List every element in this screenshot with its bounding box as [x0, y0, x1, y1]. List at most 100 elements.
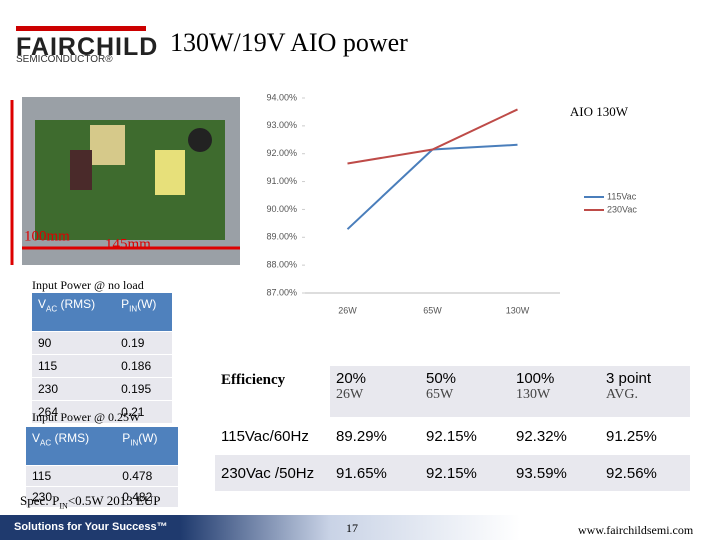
- cell: 90: [32, 331, 116, 355]
- y-tick-label: 89.00%: [266, 232, 297, 242]
- legend-label: 230Vac: [607, 204, 637, 214]
- cell: 115: [26, 465, 117, 487]
- x-tick-label: 130W: [506, 305, 530, 315]
- corner-cell: Efficiency: [215, 365, 330, 418]
- y-tick-label: 91.00%: [266, 176, 297, 186]
- cell: 91.25%: [600, 417, 690, 455]
- caption: Input Power @ no load: [32, 278, 144, 292]
- y-tick-label: 90.00%: [266, 204, 297, 214]
- column-head: 100% 130W: [510, 365, 600, 418]
- cell: 0.21: [115, 400, 172, 423]
- column-pct: 20%: [336, 370, 367, 387]
- column-pct: 3 point: [606, 370, 652, 387]
- cell: 0.186: [115, 354, 172, 378]
- cell: 0.478: [116, 465, 178, 487]
- row: 264 0.21: [32, 400, 172, 423]
- series-line: [346, 143, 518, 230]
- logo-name: FAIRCHILD: [16, 33, 159, 61]
- header-text: P: [122, 431, 131, 445]
- spec-text: Spec: P: [20, 493, 60, 508]
- caption: Input Power @ 0.25W: [32, 410, 141, 424]
- component: [70, 150, 92, 190]
- column-load: AVG.: [606, 387, 639, 402]
- page-number: 17: [346, 521, 358, 535]
- width-label: 145mm: [105, 236, 151, 252]
- series-line: [347, 108, 518, 165]
- header-row: VAC (RMS) PIN(W): [26, 427, 178, 466]
- cell: 92.56%: [600, 454, 690, 491]
- legend-label: 115Vac: [607, 191, 637, 201]
- cell: 89.29%: [330, 417, 420, 455]
- row: 115 0.478: [26, 465, 178, 487]
- row: 90 0.19: [32, 331, 172, 355]
- header-text: (W): [137, 297, 157, 311]
- header-text: V: [32, 431, 41, 445]
- header-text: V: [38, 297, 47, 311]
- component: [90, 125, 125, 165]
- component: [188, 128, 212, 152]
- light-table: VAC (RMS) PIN(W) 115 0.478 230 0.482: [26, 427, 178, 507]
- cell: 0.195: [115, 377, 172, 401]
- height-label: 100mm: [24, 228, 70, 244]
- component: [155, 150, 185, 195]
- y-tick-label: 88.00%: [266, 260, 297, 270]
- header-sub: AC: [40, 438, 52, 448]
- header-sub: IN: [129, 304, 138, 314]
- x-tick-label: 65W: [423, 305, 442, 315]
- cell: 92.32%: [510, 417, 600, 455]
- row-label: 230Vac /50Hz: [215, 454, 330, 491]
- row: 230 0.482: [26, 486, 178, 507]
- spec: Spec: PIN<0.5W 2013 EUP: [20, 493, 161, 511]
- header-text: P: [121, 297, 130, 311]
- column-load: 65W: [426, 387, 454, 402]
- chart: 87.00% 88.00% 89.00% 90.00% 91.00% 92.00% 93.0…: [266, 92, 637, 315]
- header-sub: AC: [46, 304, 58, 314]
- logo: FAIRCHILD: [16, 26, 158, 62]
- cell: 264: [32, 400, 116, 423]
- row-label: 115Vac/60Hz: [215, 417, 330, 455]
- cell: 93.59%: [510, 454, 600, 491]
- slogan: Solutions for Your Success™: [14, 521, 168, 533]
- header-cell: PIN(W): [115, 293, 172, 332]
- header-cell: VAC (RMS): [32, 293, 116, 332]
- column-head: 50% 65W: [420, 365, 510, 418]
- header-text: (W): [138, 431, 158, 445]
- row: 115Vac/60Hz 89.29% 92.15% 92.32% 91.25%: [215, 417, 690, 455]
- cell: 0.482: [116, 486, 178, 507]
- row: 230 0.195: [32, 377, 172, 401]
- efficiency-table: Efficiency 20% 26W 50% 65W 100% 130W 3 point AVG…: [215, 365, 690, 491]
- cell: 230: [32, 377, 116, 401]
- cell: 92.15%: [420, 454, 510, 491]
- row: 230Vac /50Hz 91.65% 92.15% 93.59% 92.56%: [215, 454, 690, 491]
- logo-tagline: SEMICONDUCTOR®: [16, 54, 113, 65]
- column-pct: 100%: [516, 370, 555, 387]
- column-load: 26W: [336, 387, 364, 402]
- column-head: 3 point AVG.: [600, 365, 690, 418]
- header-cell: VAC (RMS): [26, 427, 117, 466]
- header-row: Efficiency 20% 26W 50% 65W 100% 130W 3 point AVG…: [215, 365, 690, 418]
- header-text: (RMS): [51, 431, 90, 445]
- chart-title: AIO 130W: [570, 104, 629, 119]
- x-tick-label: 26W: [338, 305, 357, 315]
- row: 115 0.186: [32, 354, 172, 378]
- footer: [0, 515, 720, 540]
- cell: 115: [32, 354, 116, 378]
- spec-text: <0.5W 2013 EUP: [67, 493, 161, 508]
- header-sub: IN: [130, 438, 139, 448]
- header-cell: PIN(W): [116, 427, 178, 466]
- y-tick-label: 94.00%: [266, 92, 297, 102]
- url: www.fairchildsemi.com: [578, 523, 694, 537]
- column-load: 130W: [516, 387, 551, 402]
- y-tick-label: 92.00%: [266, 148, 297, 158]
- cell: 230: [26, 486, 117, 507]
- noload-table: VAC (RMS) PIN(W) 90 0.19 115 0.186 230 0.195 264…: [32, 293, 172, 423]
- cell: 0.19: [115, 331, 172, 355]
- slide-title: 130W/19V AIO power: [170, 28, 408, 57]
- y-tick-label: 93.00%: [266, 120, 297, 130]
- header-text: (RMS): [57, 297, 96, 311]
- header-row: VAC (RMS) PIN(W): [32, 293, 172, 332]
- column-head: 20% 26W: [330, 365, 420, 418]
- column-pct: 50%: [426, 370, 457, 387]
